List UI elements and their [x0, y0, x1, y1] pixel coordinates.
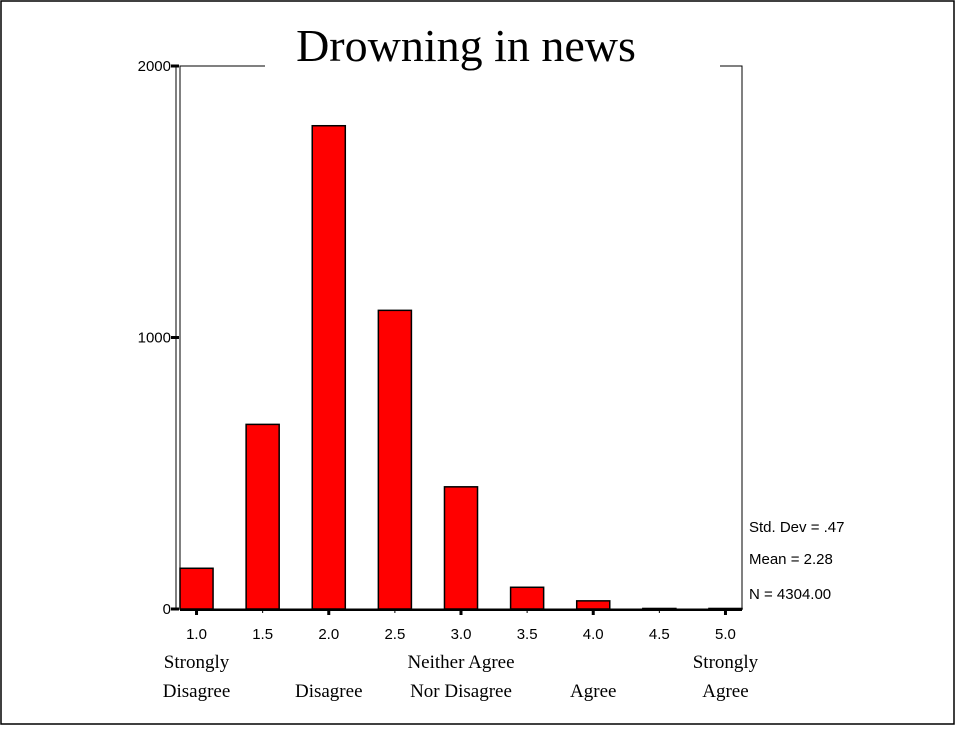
stat-label: N = 4304.00 [749, 586, 831, 603]
scale-label: Disagree [163, 681, 231, 702]
y-tick-label: 2000 [138, 58, 171, 75]
histogram-bar [311, 124, 347, 610]
stat-label: Std. Dev = .47 [749, 519, 844, 536]
stats-box: Std. Dev = .47 Mean = 2.28 N = 4304.00 [749, 519, 844, 603]
histogram-bar [179, 567, 214, 610]
histogram-bar [509, 586, 545, 610]
x-tick-label: 3.5 [517, 626, 538, 643]
scale-labels: Strongly Disagree Disagree Neither Agree Nor… [163, 652, 759, 702]
title-background [265, 12, 720, 68]
y-tick-label: 0 [163, 601, 171, 618]
histogram-bar [443, 486, 479, 610]
stat-label: Mean = 2.28 [749, 551, 833, 568]
x-tick-label: 5.0 [715, 626, 736, 643]
x-tick-label: 1.5 [252, 626, 273, 643]
x-tick-label: 2.0 [318, 626, 339, 643]
chart-title: Drowning in news [296, 20, 636, 71]
y-tick-label: 1000 [138, 330, 171, 347]
scale-label: Strongly [164, 652, 230, 673]
x-tick-label: 4.5 [649, 626, 670, 643]
histogram-bar [377, 309, 413, 610]
histogram-bar [245, 423, 280, 610]
x-tick-label: 1.0 [186, 626, 207, 643]
x-tick-label: 2.5 [384, 626, 405, 643]
scale-label: Strongly [693, 652, 759, 673]
x-axis: 1.0 1.5 2.0 2.5 3.0 3.5 4.0 4.5 5.0 [180, 609, 742, 643]
histogram-bar [575, 600, 611, 610]
y-axis: 0 1000 2000 [138, 58, 179, 618]
histogram-bar [642, 607, 677, 610]
x-tick-label: 4.0 [583, 626, 604, 643]
x-tick-label: 3.0 [451, 626, 472, 643]
scale-label: Agree [570, 681, 616, 702]
scale-label: Disagree [295, 681, 363, 702]
scale-label: Agree [702, 681, 748, 702]
histogram-bar [708, 607, 743, 610]
scale-label: Neither Agree [407, 652, 514, 673]
scale-label: Nor Disagree [410, 681, 512, 702]
